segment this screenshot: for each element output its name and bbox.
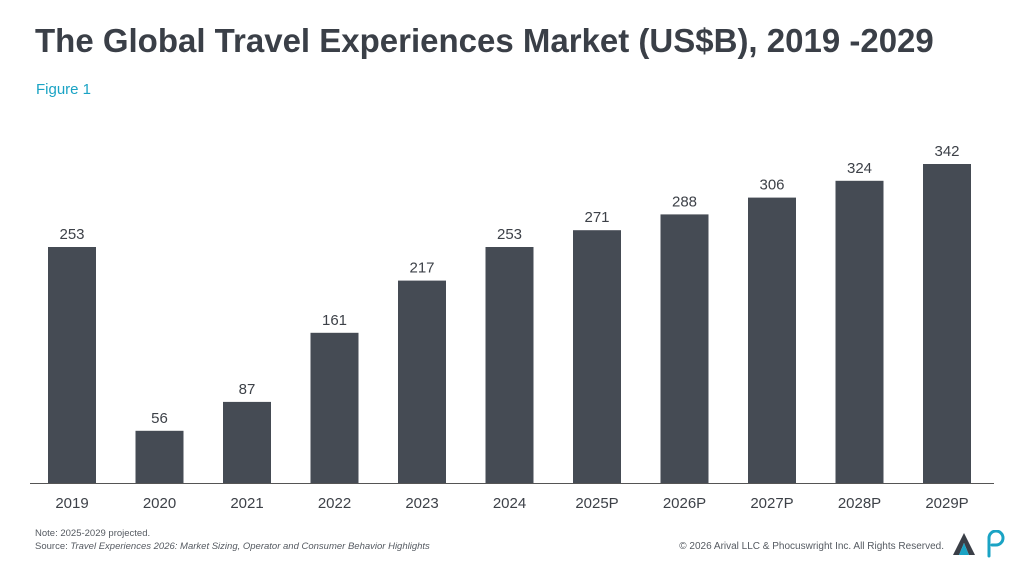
footnote: Note: 2025-2029 projected. Source: Trave… xyxy=(35,527,430,553)
data-label-2022: 161 xyxy=(322,312,347,329)
bar-2029P xyxy=(923,164,971,483)
x-tick-label-2025P: 2025P xyxy=(575,495,618,512)
bar-2025P xyxy=(573,230,621,483)
x-tick-label-2022: 2022 xyxy=(318,495,351,512)
source-prefix: Source: xyxy=(35,541,71,552)
data-label-2020: 56 xyxy=(151,410,168,427)
data-label-2024: 253 xyxy=(497,226,522,243)
x-tick-label-2019: 2019 xyxy=(55,495,88,512)
data-label-2026P: 288 xyxy=(672,193,697,210)
x-tick-label-2027P: 2027P xyxy=(750,495,793,512)
x-tick-label-2023: 2023 xyxy=(405,495,438,512)
projection-note: Note: 2025-2029 projected. xyxy=(35,528,151,539)
x-tick-label-2021: 2021 xyxy=(230,495,263,512)
chart-title: The Global Travel Experiences Market (US… xyxy=(35,22,934,59)
x-tick-label-2026P: 2026P xyxy=(663,495,706,512)
bar-2022 xyxy=(310,332,359,483)
data-label-2027P: 306 xyxy=(759,177,784,194)
copyright-notice: © 2026 Arival LLC & Phocuswright Inc. Al… xyxy=(679,541,944,552)
bar-2028P xyxy=(835,180,884,484)
data-label-2028P: 324 xyxy=(847,160,872,177)
figure-label: Figure 1 xyxy=(36,81,92,98)
x-tick-label-2028P: 2028P xyxy=(838,495,881,512)
phocuswright-logo-icon xyxy=(987,530,1005,558)
bar-2023 xyxy=(398,280,446,483)
bar-2019 xyxy=(48,247,96,483)
bar-2021 xyxy=(223,401,271,483)
x-tick-label-2020: 2020 xyxy=(143,495,176,512)
bar-2024 xyxy=(485,247,534,483)
x-tick-label-2024: 2024 xyxy=(493,495,526,512)
bar-2027P xyxy=(748,197,796,483)
data-label-2029P: 342 xyxy=(934,143,959,160)
bar-2026P xyxy=(660,214,709,483)
source-title: Travel Experiences 2026: Market Sizing, … xyxy=(70,541,430,552)
data-label-2023: 217 xyxy=(409,260,434,277)
data-label-2021: 87 xyxy=(239,381,256,398)
x-tick-label-2029P: 2029P xyxy=(925,495,968,512)
bar-2020 xyxy=(135,430,184,483)
data-label-2019: 253 xyxy=(59,226,84,243)
source-line: Source: Travel Experiences 2026: Market … xyxy=(35,540,430,553)
data-label-2025P: 271 xyxy=(584,209,609,226)
arival-logo-icon xyxy=(953,533,975,555)
